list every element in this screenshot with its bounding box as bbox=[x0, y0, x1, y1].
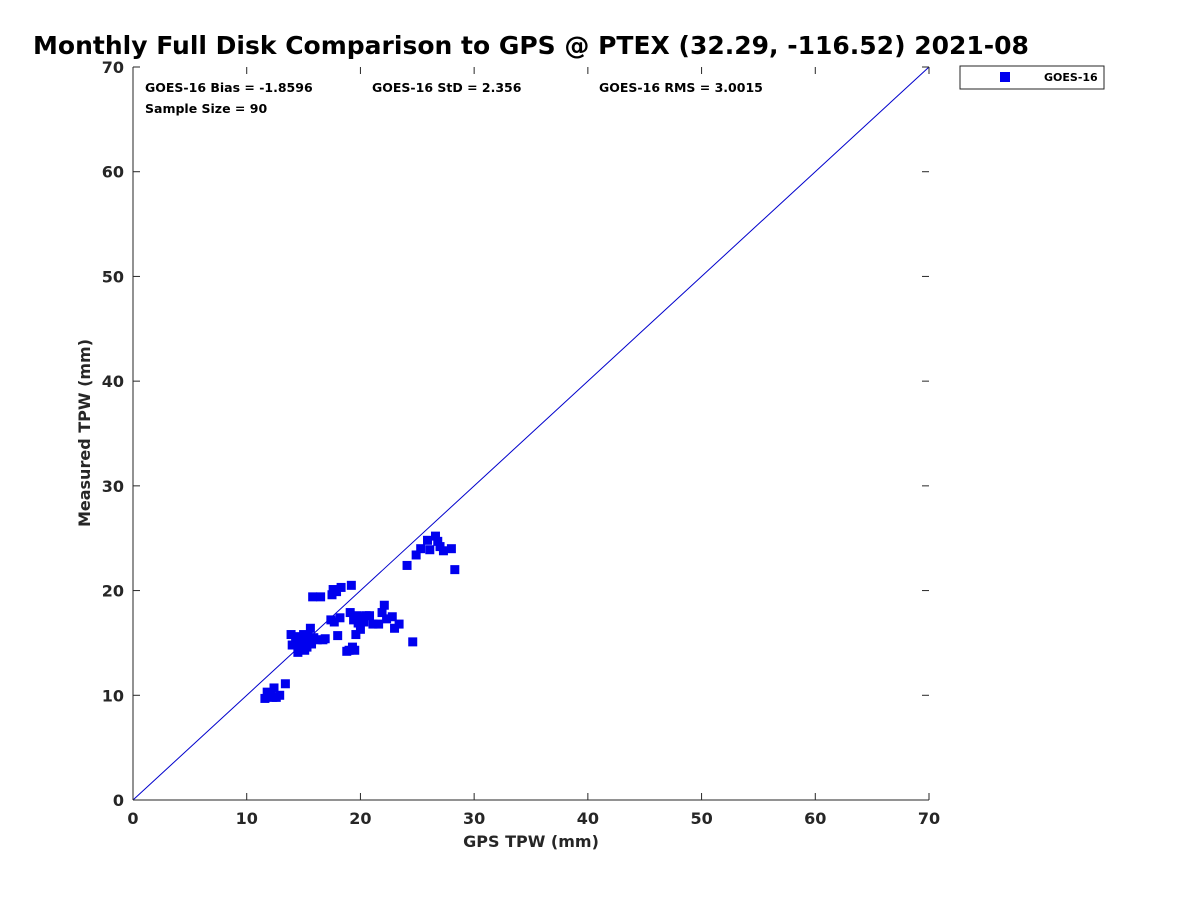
data-point bbox=[430, 531, 440, 541]
x-axis-ticks: 0 10 20 30 40 50 60 70 bbox=[127, 67, 940, 828]
legend: GOES-16 bbox=[959, 65, 1105, 90]
data-point bbox=[446, 544, 456, 554]
y-tick-label: 60 bbox=[102, 163, 124, 182]
data-point bbox=[359, 617, 369, 627]
data-point bbox=[269, 683, 279, 693]
data-point bbox=[295, 643, 305, 653]
data-point bbox=[275, 690, 285, 700]
data-point bbox=[416, 544, 426, 554]
x-tick-label: 60 bbox=[804, 809, 826, 828]
y-tick-label: 30 bbox=[102, 477, 124, 496]
legend-box bbox=[959, 65, 1105, 90]
data-point bbox=[307, 639, 317, 649]
data-point bbox=[408, 637, 418, 647]
data-point bbox=[303, 631, 313, 641]
data-point bbox=[352, 611, 362, 621]
y-tick-label: 40 bbox=[102, 372, 124, 391]
y-tick-label: 70 bbox=[102, 58, 124, 77]
x-tick-label: 30 bbox=[463, 809, 485, 828]
data-point bbox=[357, 612, 367, 622]
x-tick-label: 50 bbox=[690, 809, 712, 828]
data-point bbox=[350, 645, 360, 655]
x-tick-label: 10 bbox=[236, 809, 258, 828]
y-axis-ticks: 0 10 20 30 40 50 60 70 bbox=[102, 58, 929, 810]
data-point bbox=[333, 631, 343, 641]
data-point bbox=[394, 619, 404, 629]
data-point bbox=[305, 623, 315, 633]
data-point bbox=[423, 535, 433, 545]
data-point bbox=[374, 619, 384, 629]
data-point bbox=[345, 608, 355, 618]
data-point bbox=[450, 565, 460, 575]
std-annotation: GOES-16 StD = 2.356 bbox=[372, 80, 522, 95]
data-point bbox=[260, 693, 270, 703]
data-point bbox=[332, 587, 342, 597]
data-point bbox=[433, 536, 443, 546]
chart-title: Monthly Full Disk Comparison to GPS @ PT… bbox=[33, 31, 1029, 60]
data-point bbox=[286, 630, 296, 640]
data-point bbox=[351, 630, 361, 640]
x-axis-label: GPS TPW (mm) bbox=[463, 832, 599, 851]
stats-annotations: GOES-16 Bias = -1.8596 GOES-16 StD = 2.3… bbox=[145, 80, 763, 116]
data-point bbox=[355, 624, 365, 634]
x-tick-label: 70 bbox=[918, 809, 940, 828]
data-point bbox=[329, 617, 339, 627]
data-point bbox=[280, 679, 290, 689]
y-axis-label: Measured TPW (mm) bbox=[75, 339, 94, 527]
data-point bbox=[336, 582, 346, 592]
data-point bbox=[411, 550, 421, 560]
data-point bbox=[402, 560, 412, 570]
bias-annotation: GOES-16 Bias = -1.8596 bbox=[145, 80, 313, 95]
x-tick-label: 20 bbox=[349, 809, 371, 828]
data-point bbox=[425, 545, 435, 555]
data-point bbox=[438, 546, 448, 556]
data-point bbox=[382, 614, 392, 624]
data-point bbox=[390, 623, 400, 633]
data-point bbox=[335, 613, 345, 623]
y-tick-label: 0 bbox=[113, 791, 124, 810]
legend-marker-goes16 bbox=[1000, 72, 1010, 82]
one-to-one-reference-line bbox=[132, 66, 930, 801]
y-tick-label: 50 bbox=[102, 267, 124, 286]
rms-annotation: GOES-16 RMS = 3.0015 bbox=[599, 80, 763, 95]
y-tick-label: 10 bbox=[102, 686, 124, 705]
x-tick-label: 40 bbox=[577, 809, 599, 828]
data-point bbox=[316, 592, 326, 602]
data-point bbox=[287, 640, 297, 650]
data-point bbox=[353, 618, 363, 628]
data-point bbox=[320, 634, 330, 644]
data-point bbox=[299, 630, 309, 640]
data-point bbox=[327, 590, 337, 600]
data-points bbox=[260, 531, 460, 703]
data-point bbox=[308, 592, 318, 602]
x-tick-label: 0 bbox=[127, 809, 138, 828]
data-point bbox=[379, 600, 389, 610]
data-point bbox=[346, 580, 356, 590]
legend-label-goes16: GOES-16 bbox=[1044, 71, 1098, 84]
data-point bbox=[368, 619, 378, 629]
plot-area: 0 10 20 30 40 50 60 70 0 10 20 30 40 50 60 70 bbox=[102, 58, 940, 828]
data-point bbox=[377, 608, 387, 618]
data-point bbox=[312, 635, 322, 645]
data-point bbox=[365, 611, 375, 621]
sample-size-annotation: Sample Size = 90 bbox=[145, 101, 267, 116]
data-point bbox=[387, 612, 397, 622]
data-point bbox=[302, 642, 312, 652]
y-tick-label: 20 bbox=[102, 582, 124, 601]
